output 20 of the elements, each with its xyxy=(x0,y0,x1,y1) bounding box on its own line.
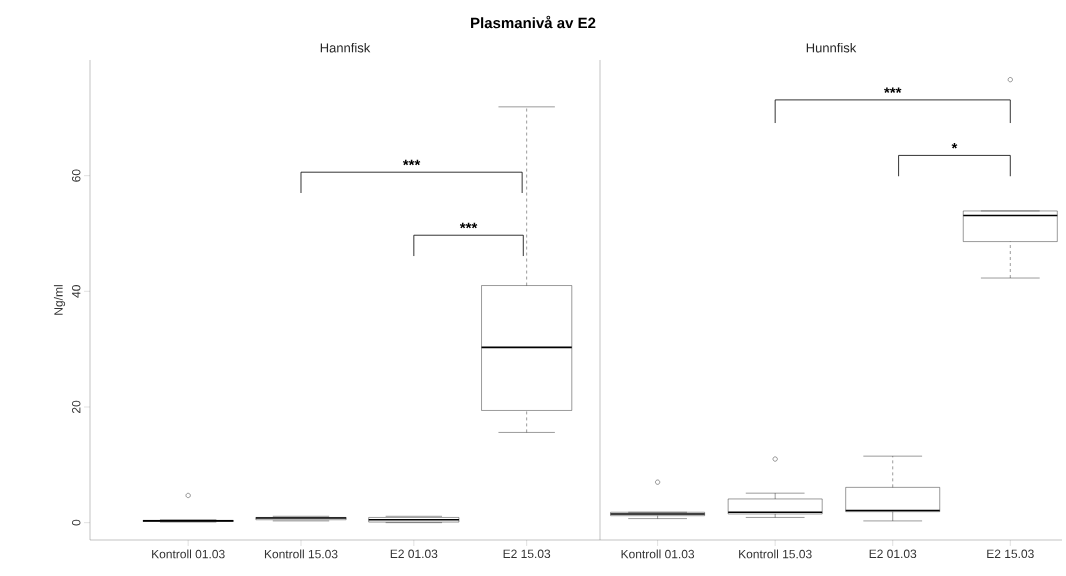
y-tick-label: 20 xyxy=(71,400,81,414)
x-tick-label: E2 01.03 xyxy=(869,549,917,559)
x-tick-label: E2 01.03 xyxy=(390,549,438,559)
chart-subtitle: Hannfisk xyxy=(320,42,371,53)
chart-title: Plasmanivå av E2 xyxy=(471,15,596,29)
y-tick-label: 60 xyxy=(71,169,81,182)
annotation: * xyxy=(951,142,958,149)
annotation: *** xyxy=(402,159,421,166)
annotation: *** xyxy=(459,222,478,229)
annotation: *** xyxy=(884,87,902,93)
chart-subtitle: Hunnfisk xyxy=(806,42,857,53)
x-tick-label: Kontroll 01.03 xyxy=(621,549,695,559)
x-tick-label: Kontroll 15.03 xyxy=(739,549,812,559)
x-tick-label: E2 15.03 xyxy=(987,549,1034,559)
x-tick-label: E2 15.03 xyxy=(503,549,551,559)
y-tick-label: 0 xyxy=(71,519,81,526)
x-tick-label: Kontroll 01.03 xyxy=(152,549,225,559)
y-tick-label: 40 xyxy=(71,285,81,298)
x-tick-label: Kontroll 15.03 xyxy=(264,549,338,559)
y-axis-title: Ng/ml xyxy=(53,285,66,315)
